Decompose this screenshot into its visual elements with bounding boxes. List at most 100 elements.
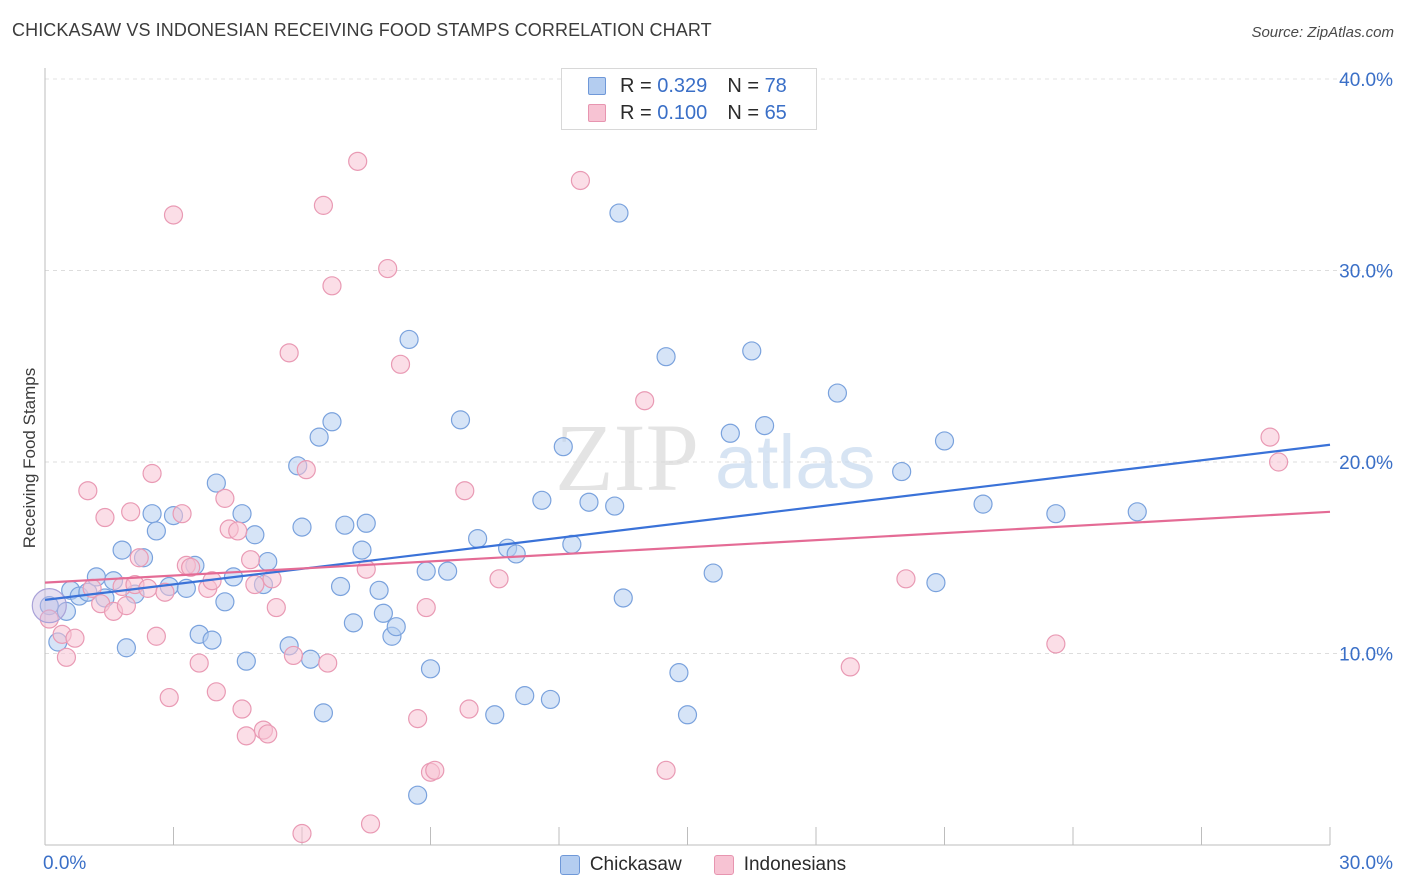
point-chickasaw [352, 540, 372, 560]
legend-n-value: 78 [764, 74, 787, 97]
point-chickasaw [420, 659, 441, 679]
point-chickasaw [579, 492, 599, 512]
point-chickasaw [245, 525, 265, 545]
trend-line-indonesians [44, 510, 1331, 584]
point-indonesians [163, 205, 184, 225]
point-indonesians [279, 343, 299, 363]
point-chickasaw [926, 573, 946, 593]
series-label-chickasaw: Chickasaw [589, 854, 682, 875]
point-indonesians [390, 354, 411, 374]
point-indonesians [121, 502, 141, 522]
point-indonesians [146, 626, 166, 646]
y-tick-label: 40.0% [1339, 70, 1393, 91]
chart-title: CHICKASAW VS INDONESIAN RECEIVING FOOD S… [12, 20, 712, 40]
point-chickasaw [232, 504, 252, 524]
point-chickasaw [468, 528, 488, 549]
legend-row-indonesians: R = 0.100 N = 65 [588, 100, 787, 126]
point-chickasaw [330, 576, 351, 597]
watermark: ZIP atlas [555, 404, 876, 511]
point-chickasaw [1127, 502, 1147, 522]
point-chickasaw [142, 504, 162, 524]
point-indonesians [1260, 427, 1280, 447]
legend-r-label: R = [620, 74, 652, 97]
point-indonesians [408, 709, 428, 729]
series-label-indonesians: Indonesians [743, 854, 847, 875]
point-chickasaw [116, 638, 136, 658]
point-chickasaw [973, 494, 993, 514]
point-chickasaw [236, 651, 256, 671]
point-chickasaw [369, 580, 389, 600]
point-chickasaw [146, 521, 166, 541]
point-chickasaw [112, 540, 132, 560]
legend-swatch-indonesians [588, 104, 606, 122]
legend-n-value: 65 [764, 101, 787, 124]
y-tick-label: 30.0% [1339, 262, 1393, 283]
point-chickasaw [515, 686, 535, 706]
point-indonesians [65, 628, 85, 648]
legend-n-label: N = [727, 74, 759, 97]
data-points [31, 151, 1289, 844]
point-chickasaw [613, 588, 633, 608]
legend-r-label: R = [620, 101, 652, 124]
point-indonesians [142, 463, 162, 484]
point-chickasaw [258, 551, 278, 572]
point-chickasaw [485, 705, 505, 725]
point-chickasaw [313, 703, 334, 723]
point-indonesians [896, 569, 916, 589]
point-chickasaw [540, 689, 561, 710]
point-indonesians [318, 653, 338, 673]
point-chickasaw [605, 496, 625, 516]
point-chickasaw [532, 490, 552, 510]
point-indonesians [1046, 634, 1066, 654]
point-chickasaw [450, 410, 471, 430]
legend-r-value: 0.100 [657, 101, 708, 124]
watermark-atlas: atlas [715, 420, 876, 505]
point-chickasaw [720, 423, 740, 443]
point-indonesians [489, 569, 509, 589]
axes [44, 68, 1331, 846]
point-indonesians [840, 657, 860, 677]
point-chickasaw [703, 563, 723, 583]
point-chickasaw [373, 603, 393, 623]
point-chickasaw [322, 412, 342, 432]
point-chickasaw [754, 416, 775, 436]
point-indonesians [95, 507, 115, 528]
point-indonesians [360, 814, 381, 834]
point-chickasaw [438, 561, 458, 581]
y-tick-label: 10.0% [1339, 645, 1393, 666]
legend-swatch-chickasaw [588, 77, 606, 95]
series-legend-chickasaw: Chickasaw [559, 854, 682, 876]
point-chickasaw [416, 561, 436, 581]
chart-source: Source: ZipAtlas.com [1251, 24, 1394, 41]
point-indonesians [425, 760, 445, 780]
point-chickasaw [669, 663, 689, 683]
point-indonesians [348, 151, 368, 171]
point-chickasaw [356, 513, 376, 533]
point-indonesians [322, 276, 342, 296]
point-chickasaw [892, 461, 912, 482]
point-cluster [31, 588, 67, 624]
point-chickasaw [609, 203, 629, 223]
point-indonesians [56, 647, 77, 667]
legend-r-value: 0.329 [657, 74, 708, 97]
point-indonesians [266, 597, 286, 618]
series-swatch-chickasaw [559, 855, 580, 875]
series-legend-indonesians: Indonesians [713, 854, 847, 876]
x-tick-label: 0.0% [43, 853, 86, 874]
tick-labels: 10.0% 20.0% 30.0% 40.0% 0.0% 30.0% [43, 70, 1393, 874]
point-indonesians [39, 609, 59, 629]
y-tick-label: 20.0% [1339, 453, 1393, 474]
point-chickasaw [386, 617, 406, 637]
watermark-zip: ZIP [555, 404, 699, 511]
point-indonesians [159, 687, 179, 708]
point-indonesians [129, 548, 149, 568]
point-indonesians [1268, 452, 1289, 472]
point-chickasaw [677, 705, 698, 725]
point-chickasaw [300, 649, 321, 669]
point-indonesians [455, 481, 475, 501]
trend-line-chickasaw [44, 443, 1331, 601]
point-chickasaw [1046, 504, 1066, 524]
point-indonesians [206, 682, 226, 702]
point-indonesians [292, 823, 312, 844]
